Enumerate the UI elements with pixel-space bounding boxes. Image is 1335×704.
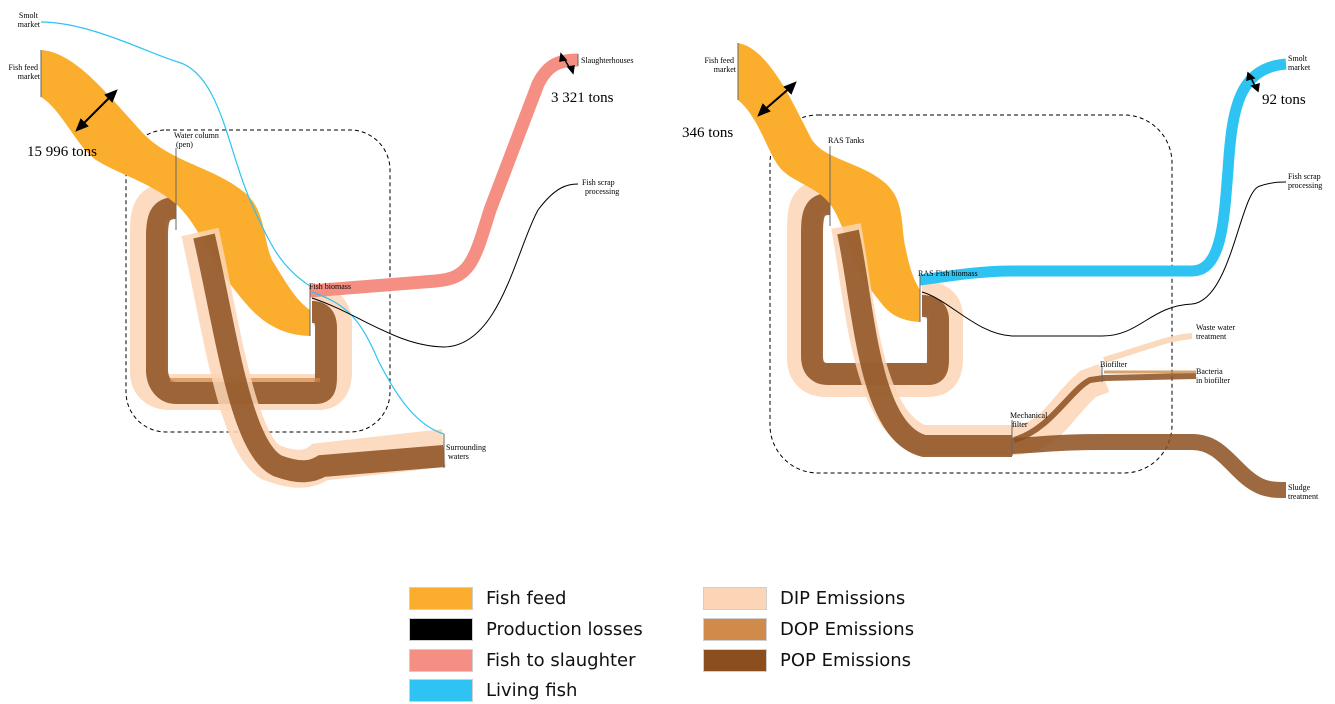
legend-label-dip-emissions: DIP Emissions xyxy=(780,588,906,609)
right-label-bacteria: Bacteria in biofilter xyxy=(1196,367,1230,385)
legend-item-dop-emissions: DOP Emissions xyxy=(703,616,914,643)
legend: Fish feed Production losses Fish to slau… xyxy=(409,583,969,702)
left-emission-outflow xyxy=(181,227,447,488)
right-smolt-amount: 92 tons xyxy=(1262,92,1306,108)
right-pop-to-sludge xyxy=(1011,434,1287,498)
left-label-fish-scrap: Fish scrap processing xyxy=(582,178,619,196)
left-pop-outflow xyxy=(193,233,445,483)
left-label-slaughterhouses: Slaughterhouses xyxy=(581,56,633,65)
legend-label-fish-feed: Fish feed xyxy=(486,588,567,609)
legend-swatch-pop-emissions xyxy=(703,649,767,672)
left-smolt-flow xyxy=(40,21,311,287)
right-sankey: Fish feed market RAS Tanks RAS Fish biom… xyxy=(682,43,1323,501)
legend-swatch-dip-emissions xyxy=(703,587,767,610)
legend-label-pop-emissions: POP Emissions xyxy=(780,650,912,671)
legend-item-living-fish: Living fish xyxy=(409,677,577,704)
right-pop-outflow xyxy=(837,229,1012,457)
legend-label-fish-to-slaughter: Fish to slaughter xyxy=(486,650,636,671)
right-waste-water-flow xyxy=(1103,333,1193,363)
legend-label-dop-emissions: DOP Emissions xyxy=(780,619,915,640)
right-label-sludge: Sludge treatment xyxy=(1288,483,1319,501)
right-emission-outflow xyxy=(831,223,1287,498)
legend-item-pop-emissions: POP Emissions xyxy=(703,647,911,674)
left-label-water-column: Water column (pen) xyxy=(174,131,221,149)
left-feed-amount: 15 996 tons xyxy=(27,144,97,160)
left-label-smolt-market: Smolt market xyxy=(18,11,41,29)
left-slaughter-flow xyxy=(309,53,579,298)
legend-item-fish-to-slaughter: Fish to slaughter xyxy=(409,647,636,674)
left-sankey: Smolt market Fish feed market Water colu… xyxy=(8,11,633,488)
right-filter-to-biofilter xyxy=(1013,373,1197,443)
right-living-fish-flow xyxy=(919,58,1287,286)
right-feed-amount: 346 tons xyxy=(682,125,733,141)
right-label-waste-water: Waste water treatment xyxy=(1196,323,1237,341)
right-label-ras-tanks: RAS Tanks xyxy=(828,136,864,145)
legend-item-production-losses: Production losses xyxy=(409,616,643,643)
left-living-to-waters xyxy=(311,291,445,435)
left-label-surrounding-waters: Surrounding waters xyxy=(446,443,488,461)
legend-item-dip-emissions: DIP Emissions xyxy=(703,585,905,612)
right-feed-amount-arrow xyxy=(757,81,797,117)
right-loss-flow xyxy=(921,181,1287,337)
legend-swatch-living-fish xyxy=(409,679,473,702)
left-feed-amount-arrow xyxy=(75,89,118,132)
right-label-fish-feed-market: Fish feed market xyxy=(704,56,736,74)
left-loss-flow xyxy=(311,183,579,348)
legend-item-fish-feed: Fish feed xyxy=(409,585,566,612)
legend-swatch-fish-feed xyxy=(409,587,473,610)
legend-swatch-production-losses xyxy=(409,618,473,641)
right-label-fish-scrap: Fish scrap processing xyxy=(1288,172,1323,190)
right-system-boundary xyxy=(769,114,1173,474)
left-label-fish-feed-market: Fish feed market xyxy=(8,63,40,81)
right-label-biofilter: Biofilter xyxy=(1100,360,1127,369)
right-smolt-amount-arrow xyxy=(1246,71,1260,93)
legend-label-living-fish: Living fish xyxy=(486,680,578,701)
right-label-mechanical-filter: Mechanical filter xyxy=(1010,411,1049,429)
right-label-ras-fish-biomass: RAS Fish biomass xyxy=(918,269,978,278)
legend-swatch-fish-to-slaughter xyxy=(409,649,473,672)
right-fish-feed-flow xyxy=(738,43,920,322)
legend-label-production-losses: Production losses xyxy=(486,619,643,640)
left-slaughter-amount: 3 321 tons xyxy=(551,90,614,106)
left-label-fish-biomass: Fish biomass xyxy=(309,282,351,291)
right-label-smolt-market: Smolt market xyxy=(1288,54,1311,72)
legend-swatch-dop-emissions xyxy=(703,618,767,641)
left-slaughter-amount-arrow xyxy=(559,52,575,75)
